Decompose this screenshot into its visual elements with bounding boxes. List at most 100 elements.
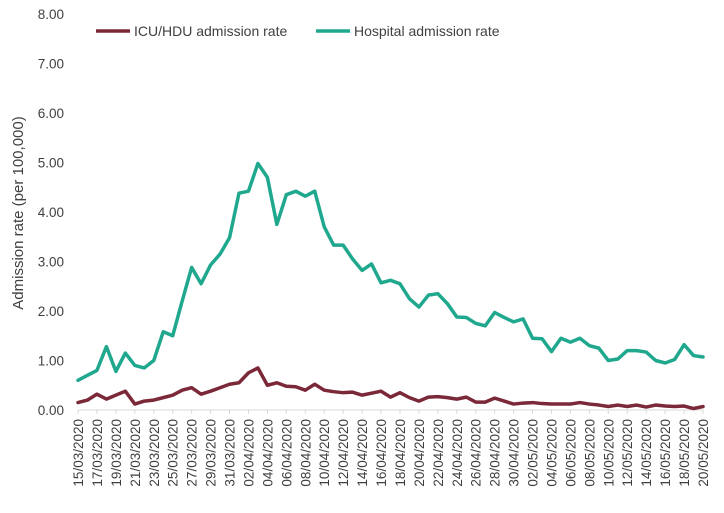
data-point-icu xyxy=(342,391,345,394)
data-point-hospital xyxy=(323,225,326,228)
data-point-hospital xyxy=(493,311,496,314)
x-tick-label: 24/04/2020 xyxy=(450,419,465,487)
data-point-icu xyxy=(323,389,326,392)
data-point-icu xyxy=(465,396,468,399)
x-tick-label: 04/04/2020 xyxy=(260,419,275,487)
data-point-hospital xyxy=(380,281,383,284)
data-point-hospital xyxy=(692,354,695,357)
x-tick-label: 23/03/2020 xyxy=(147,419,162,487)
data-point-icu xyxy=(133,403,136,406)
data-point-hospital xyxy=(124,352,127,355)
y-tick-label: 1.00 xyxy=(38,354,64,369)
x-tick-label: 17/03/2020 xyxy=(90,419,105,487)
y-tick-label: 3.00 xyxy=(38,255,64,270)
data-point-icu xyxy=(209,390,212,393)
data-point-icu xyxy=(654,404,657,407)
data-point-hospital xyxy=(285,193,288,196)
x-tick-label: 06/04/2020 xyxy=(279,419,294,487)
data-point-icu xyxy=(645,406,648,409)
data-point-icu xyxy=(370,392,373,395)
data-point-hospital xyxy=(474,322,477,325)
data-point-icu xyxy=(200,393,203,396)
data-point-hospital xyxy=(105,345,108,348)
y-tick-label: 7.00 xyxy=(38,57,64,72)
legend-label-hospital: Hospital admission rate xyxy=(354,23,500,39)
data-point-icu xyxy=(285,385,288,388)
data-point-hospital xyxy=(664,361,667,364)
data-point-icu xyxy=(427,396,430,399)
legend: ICU/HDU admission rate Hospital admissio… xyxy=(96,23,500,39)
data-point-hospital xyxy=(275,223,278,226)
data-point-icu xyxy=(95,393,98,396)
data-point-icu xyxy=(664,405,667,408)
data-point-icu xyxy=(569,403,572,406)
data-point-icu xyxy=(124,390,127,393)
data-point-hospital xyxy=(484,324,487,327)
x-tick-label: 26/04/2020 xyxy=(469,419,484,487)
x-tick-label: 22/04/2020 xyxy=(431,419,446,487)
data-point-icu xyxy=(181,389,184,392)
data-point-icu xyxy=(332,390,335,393)
data-point-hospital xyxy=(304,195,307,198)
x-tick-label: 08/04/2020 xyxy=(298,419,313,487)
series-group xyxy=(76,161,705,411)
data-point-hospital xyxy=(162,330,165,333)
data-point-icu xyxy=(275,381,278,384)
data-point-icu xyxy=(266,384,269,387)
data-point-hospital xyxy=(427,294,430,297)
data-point-icu xyxy=(683,405,686,408)
x-tick-label: 18/05/2020 xyxy=(677,419,692,487)
x-tick-label: 10/05/2020 xyxy=(601,419,616,487)
data-point-icu xyxy=(237,381,240,384)
data-point-hospital xyxy=(114,370,117,373)
x-tick-label: 18/04/2020 xyxy=(393,419,408,487)
data-point-icu xyxy=(171,394,174,397)
data-point-hospital xyxy=(541,337,544,340)
data-point-icu xyxy=(616,404,619,407)
data-point-icu xyxy=(114,394,117,397)
data-point-hospital xyxy=(219,253,222,256)
x-tick-label: 06/05/2020 xyxy=(563,419,578,487)
data-point-hospital xyxy=(531,337,534,340)
data-point-hospital xyxy=(398,282,401,285)
data-point-icu xyxy=(484,401,487,404)
data-point-icu xyxy=(692,407,695,410)
data-point-icu xyxy=(162,396,165,399)
data-point-icu xyxy=(143,400,146,403)
data-point-hospital xyxy=(645,351,648,354)
data-point-icu xyxy=(455,398,458,401)
data-point-hospital xyxy=(446,302,449,305)
data-point-hospital xyxy=(389,279,392,282)
data-point-hospital xyxy=(181,300,184,303)
x-tick-label: 02/04/2020 xyxy=(241,419,256,487)
data-point-icu xyxy=(597,404,600,407)
data-point-hospital xyxy=(152,359,155,362)
data-point-hospital xyxy=(294,190,297,193)
data-point-icu xyxy=(304,389,307,392)
data-point-hospital xyxy=(673,358,676,361)
data-point-icu xyxy=(635,404,638,407)
data-point-icu xyxy=(578,401,581,404)
x-tick-label: 12/04/2020 xyxy=(336,419,351,487)
data-point-hospital xyxy=(569,341,572,344)
data-point-icu xyxy=(512,403,515,406)
data-point-hospital xyxy=(209,263,212,266)
x-tick-label: 12/05/2020 xyxy=(620,419,635,487)
x-tick-label: 08/05/2020 xyxy=(582,419,597,487)
data-point-hospital xyxy=(370,262,373,265)
data-point-icu xyxy=(152,399,155,402)
data-point-icu xyxy=(219,386,222,389)
data-point-icu xyxy=(256,366,259,369)
series-line-hospital xyxy=(76,161,705,383)
data-point-hospital xyxy=(635,349,638,352)
data-point-icu xyxy=(436,395,439,398)
data-point-icu xyxy=(588,403,591,406)
data-point-icu xyxy=(294,385,297,388)
data-point-hospital xyxy=(654,359,657,362)
data-point-hospital xyxy=(626,349,629,352)
data-point-hospital xyxy=(247,190,250,193)
data-point-hospital xyxy=(512,320,515,323)
x-axis-ticks: 15/03/2020 17/03/2020 19/03/2020 21/03/2020… xyxy=(71,410,711,487)
data-point-icu xyxy=(550,403,553,406)
data-point-hospital xyxy=(607,359,610,362)
